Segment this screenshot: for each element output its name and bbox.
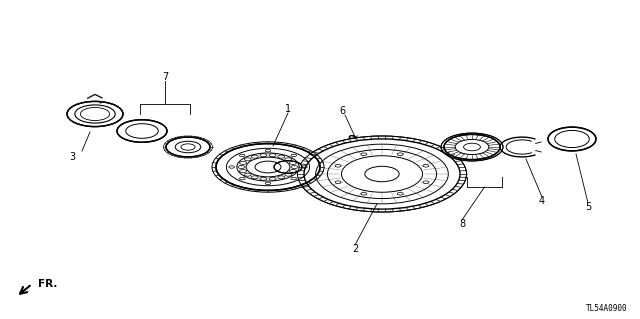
Text: 7: 7	[162, 72, 168, 82]
Ellipse shape	[423, 165, 429, 167]
Ellipse shape	[397, 153, 403, 156]
Ellipse shape	[548, 127, 596, 151]
Ellipse shape	[335, 165, 341, 167]
Text: 6: 6	[339, 106, 345, 116]
Text: 4: 4	[539, 196, 545, 206]
Ellipse shape	[117, 120, 167, 142]
Ellipse shape	[166, 137, 210, 157]
Text: TL54A0900: TL54A0900	[586, 304, 628, 313]
Ellipse shape	[361, 192, 367, 195]
Ellipse shape	[361, 153, 367, 156]
Ellipse shape	[423, 181, 429, 183]
Ellipse shape	[298, 136, 467, 212]
Ellipse shape	[397, 192, 403, 195]
Text: 3: 3	[69, 152, 75, 162]
Text: 8: 8	[459, 219, 465, 229]
Ellipse shape	[441, 133, 503, 161]
Text: FR.: FR.	[38, 279, 58, 289]
Ellipse shape	[274, 161, 302, 173]
Ellipse shape	[67, 101, 123, 127]
Text: 2: 2	[352, 244, 358, 254]
Ellipse shape	[349, 136, 355, 138]
Text: 5: 5	[585, 202, 591, 212]
Ellipse shape	[444, 134, 500, 160]
Ellipse shape	[335, 181, 341, 183]
Ellipse shape	[216, 144, 320, 190]
Text: 1: 1	[285, 104, 291, 114]
